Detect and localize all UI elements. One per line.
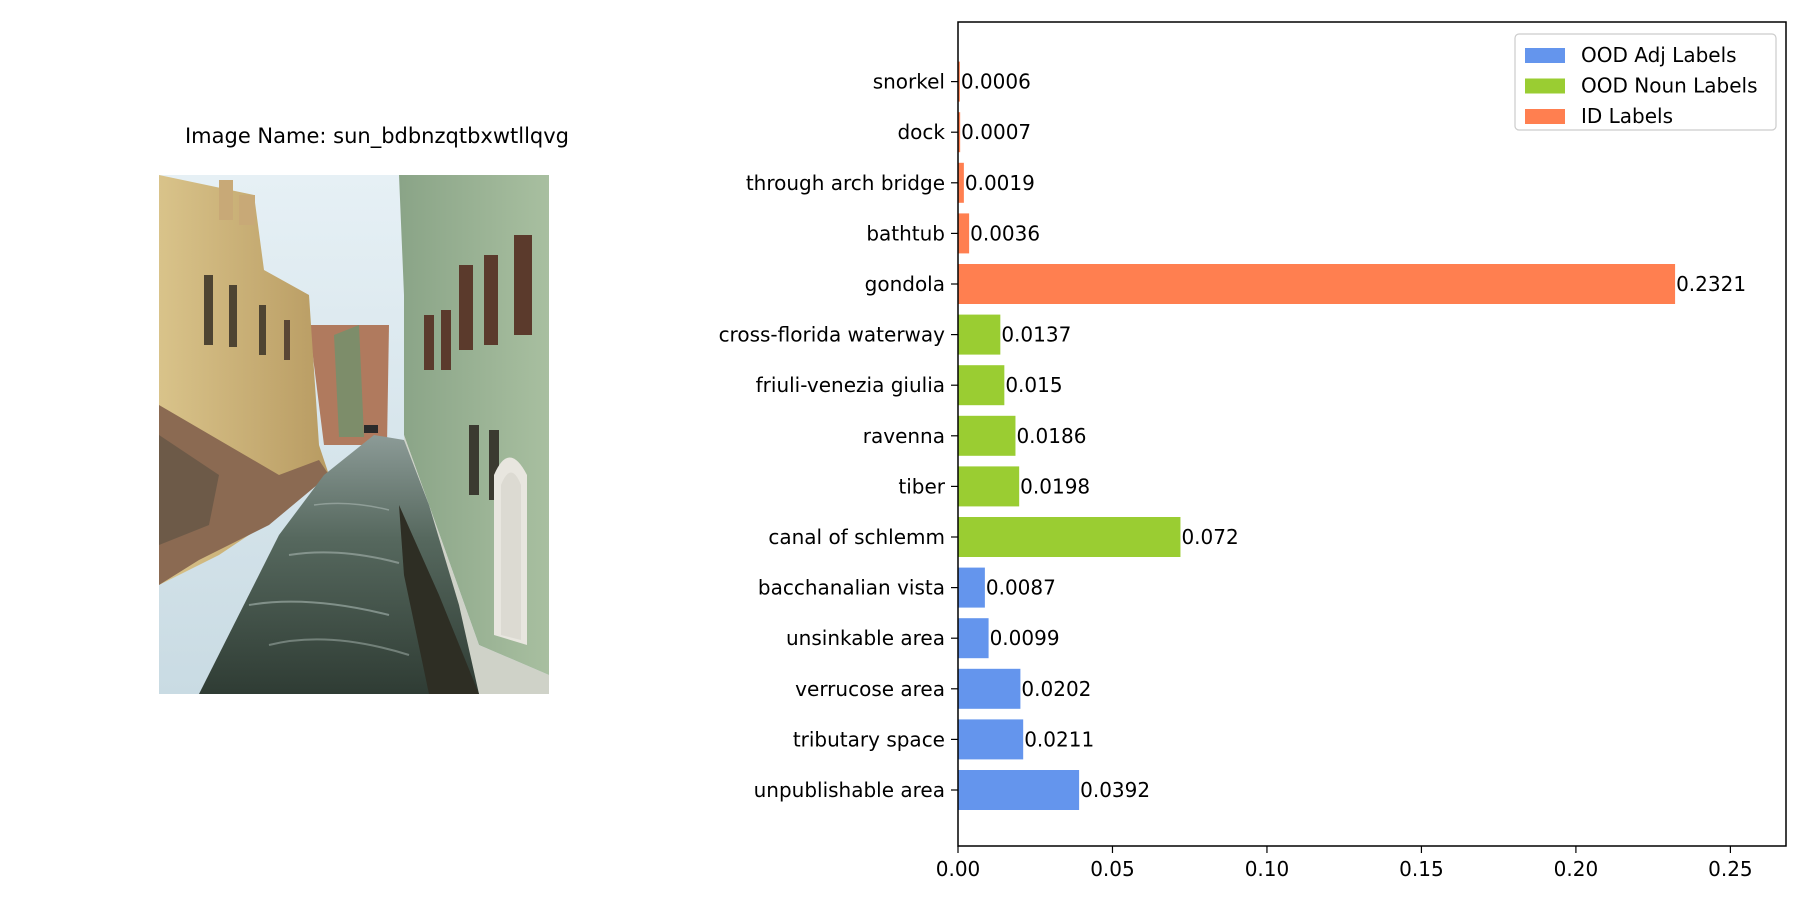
x-tick-label: 0.20 xyxy=(1554,857,1599,881)
y-tick-label: unsinkable area xyxy=(786,626,945,650)
value-labels-group: 0.0392 0.0211 0.0202 0.0099 0.0087 0.072 0.019… xyxy=(961,70,1746,802)
value-label: 0.2321 xyxy=(1676,272,1746,296)
bars-group xyxy=(958,61,1676,810)
legend-swatch xyxy=(1525,48,1565,63)
bar-snorkel xyxy=(958,61,960,102)
value-label: 0.0202 xyxy=(1021,677,1091,701)
legend-swatch xyxy=(1525,78,1565,94)
bar-verrucose-area xyxy=(958,668,1021,709)
value-label: 0.0198 xyxy=(1020,474,1090,498)
y-axis: unpublishable area tributary space verruco… xyxy=(719,70,958,802)
bar-dock xyxy=(958,112,961,153)
y-tick-label: gondola xyxy=(865,272,945,296)
bar-bacchanalian-vista xyxy=(958,567,985,608)
x-tick-label: 0.05 xyxy=(1090,857,1135,881)
value-label: 0.015 xyxy=(1005,373,1062,397)
x-tick-label: 0.15 xyxy=(1399,857,1444,881)
y-tick-label: tributary space xyxy=(793,727,945,751)
bar-ravenna xyxy=(958,415,1016,456)
value-label: 0.0006 xyxy=(961,70,1031,94)
value-label: 0.0007 xyxy=(961,120,1031,144)
y-tick-label: tiber xyxy=(898,474,945,498)
x-tick-label: 0.00 xyxy=(936,857,981,881)
value-label: 0.072 xyxy=(1181,525,1238,549)
bar-tributary-space xyxy=(958,719,1024,760)
bar-through-arch-bridge xyxy=(958,162,964,203)
y-tick-label: friuli-venezia giulia xyxy=(756,373,945,397)
value-label: 0.0137 xyxy=(1001,323,1071,347)
legend-label: OOD Noun Labels xyxy=(1581,74,1758,98)
value-label: 0.0099 xyxy=(990,626,1060,650)
legend-label: ID Labels xyxy=(1581,104,1673,128)
y-tick-label: snorkel xyxy=(873,70,945,94)
value-label: 0.0019 xyxy=(965,171,1035,195)
bar-tiber xyxy=(958,466,1020,507)
value-label: 0.0211 xyxy=(1024,727,1094,751)
bar-canal-of-schlemm xyxy=(958,517,1181,557)
bar-unpublishable-area xyxy=(958,770,1080,810)
bar-gondola xyxy=(958,264,1676,304)
legend-swatch xyxy=(1525,109,1565,124)
bar-cross-florida-waterway xyxy=(958,314,1001,355)
bar-friuli-venezia-giulia xyxy=(958,365,1005,406)
x-tick-label: 0.10 xyxy=(1245,857,1290,881)
y-tick-label: bathtub xyxy=(866,221,945,245)
y-tick-label: bacchanalian vista xyxy=(758,576,945,600)
legend-label: OOD Adj Labels xyxy=(1581,43,1737,67)
plot-frame xyxy=(957,21,1787,847)
y-tick-label: canal of schlemm xyxy=(768,525,945,549)
y-tick-label: dock xyxy=(897,120,945,144)
y-tick-label: ravenna xyxy=(863,424,945,448)
x-tick-label: 0.25 xyxy=(1708,857,1753,881)
legend-box xyxy=(1514,33,1777,131)
value-label: 0.0392 xyxy=(1080,778,1150,802)
value-label: 0.0186 xyxy=(1016,424,1086,448)
bar-bathtub xyxy=(958,213,970,254)
value-label: 0.0087 xyxy=(986,576,1056,600)
image-name-title: Image Name: sun_bdbnzqtbxwtllqvg xyxy=(184,124,570,148)
x-axis: 0.00 0.05 0.10 0.15 0.20 0.25 xyxy=(936,846,1753,881)
photo-drawing xyxy=(159,175,549,694)
venice-canal-photo xyxy=(159,175,549,694)
y-tick-label: cross-florida waterway xyxy=(719,323,946,347)
y-tick-label: verrucose area xyxy=(795,677,945,701)
bar-unsinkable-area xyxy=(958,618,989,659)
legend: OOD Adj Labels OOD Noun Labels ID Labels xyxy=(1514,33,1777,131)
y-tick-label: through arch bridge xyxy=(746,171,945,195)
y-tick-label: unpublishable area xyxy=(754,778,945,802)
value-label: 0.0036 xyxy=(970,221,1040,245)
